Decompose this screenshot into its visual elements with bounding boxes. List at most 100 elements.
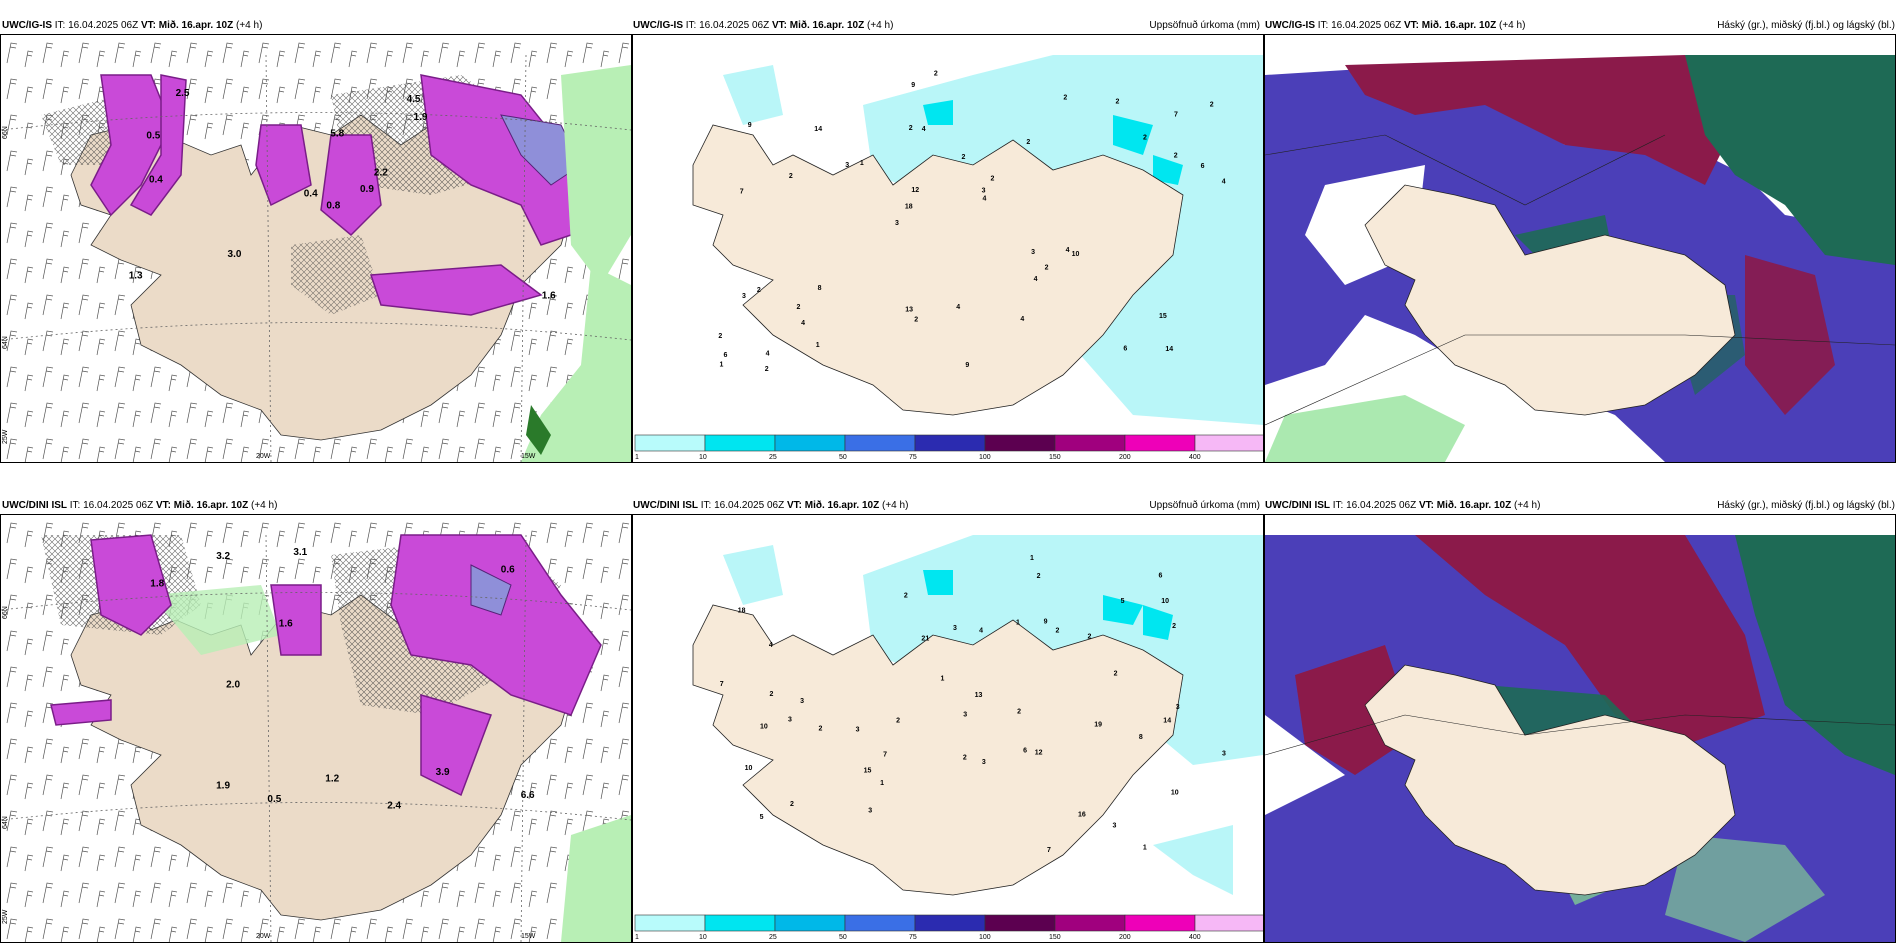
value-label: 14 bbox=[1165, 346, 1173, 353]
value-label: 2 bbox=[961, 154, 965, 161]
value-label: 7 bbox=[1047, 847, 1051, 854]
vt-label: VT: bbox=[786, 500, 802, 511]
value-label: 2 bbox=[797, 304, 801, 311]
colorbar-swatch bbox=[774, 914, 846, 932]
lead-time: (+4 h) bbox=[251, 500, 278, 511]
colorbar-tick: 150 bbox=[1049, 934, 1061, 941]
row-0-precip-title: Uppsöfnuð úrkoma (mm) bbox=[1149, 20, 1260, 31]
value-label: 10 bbox=[745, 765, 753, 772]
value-label: 10 bbox=[760, 723, 768, 730]
model-name: UWC/DINI ISL bbox=[633, 500, 698, 511]
lon-label: 15W bbox=[521, 453, 536, 460]
vt-label: VT: bbox=[140, 20, 156, 31]
value-label: 4 bbox=[769, 642, 773, 649]
value-label: 2 bbox=[1143, 134, 1147, 141]
value-label: 4 bbox=[1020, 316, 1024, 323]
it-value: 16.04.2025 06Z bbox=[1346, 500, 1417, 511]
value-label: 4 bbox=[956, 304, 960, 311]
value-label: 7 bbox=[1174, 112, 1178, 119]
it-value: 16.04.2025 06Z bbox=[83, 500, 154, 511]
vt-value: Mið. 16.apr. 10Z bbox=[173, 500, 249, 511]
row-1-precip-header: UWC/DINI ISL IT: 16.04.2025 06Z VT: Mið.… bbox=[633, 500, 908, 511]
row-1-precip-title: Uppsöfnuð úrkoma (mm) bbox=[1149, 500, 1260, 511]
row-1-precip-panel: 1 10 25 50 75 100 150 200 400 1 3 6 18 10 4 2 3 2 3 2 3 1 2 2 1… bbox=[632, 514, 1264, 943]
it-label: IT: bbox=[1332, 500, 1344, 511]
value-label: 19 bbox=[1094, 721, 1102, 728]
value-label: 3 bbox=[742, 293, 746, 300]
vt-value: Mið. 16.apr. 10Z bbox=[1421, 20, 1497, 31]
value-label: 5 bbox=[1121, 598, 1125, 605]
value-label: 2.4 bbox=[387, 800, 401, 811]
colorbar-swatch bbox=[1194, 434, 1263, 452]
value-label: 13 bbox=[905, 307, 913, 314]
value-label: 2 bbox=[718, 333, 722, 340]
row-1-wind-header: UWC/DINI ISL IT: 16.04.2025 06Z VT: Mið.… bbox=[2, 500, 277, 511]
value-label: 2 bbox=[1088, 634, 1092, 641]
row-1-cloud-title: Háský (gr.), miðský (fj.bl.) og lágský (… bbox=[1717, 500, 1895, 511]
lead-time: (+4 h) bbox=[867, 20, 894, 31]
value-label: 3 bbox=[788, 716, 792, 723]
colorbar-tick: 25 bbox=[769, 934, 777, 941]
vt-label: VT: bbox=[1418, 500, 1434, 511]
it-value: 16.04.2025 06Z bbox=[1331, 20, 1402, 31]
colorbar: 1 10 25 50 75 100 150 200 400 bbox=[634, 434, 1263, 461]
value-label: 4 bbox=[982, 196, 986, 203]
value-label: 2 bbox=[991, 176, 995, 183]
value-label: 2 bbox=[1063, 95, 1067, 102]
colorbar-tick: 400 bbox=[1189, 934, 1201, 941]
value-label: 9 bbox=[748, 122, 752, 129]
value-label: 14 bbox=[814, 126, 822, 133]
value-label: 0.8 bbox=[326, 200, 340, 211]
colorbar-swatch bbox=[1194, 914, 1263, 932]
lon-label: 20W bbox=[256, 453, 271, 460]
value-label: 3.0 bbox=[228, 249, 242, 260]
value-label: 1 bbox=[941, 675, 945, 682]
value-label: 4 bbox=[766, 351, 770, 358]
colorbar-tick: 25 bbox=[769, 454, 777, 461]
value-label: 3 bbox=[1031, 249, 1035, 256]
wind-map: 66N 64N 25W 20W 15W 0.5 2.4 1.9 3.9 3.2 1.8 2.… bbox=[1, 515, 631, 942]
colorbar-swatch bbox=[634, 914, 706, 932]
value-label: 2 bbox=[904, 593, 908, 600]
value-label: 3 bbox=[953, 625, 957, 632]
value-label: 15 bbox=[1159, 313, 1167, 320]
lat-label: 66N bbox=[2, 606, 9, 619]
value-label: 5 bbox=[760, 814, 764, 821]
value-label: 3 bbox=[1176, 704, 1180, 711]
vt-label: VT: bbox=[155, 500, 171, 511]
it-label: IT: bbox=[69, 500, 81, 511]
value-label: 2 bbox=[790, 801, 794, 808]
colorbar-swatch bbox=[1124, 434, 1196, 452]
model-name: UWC/DINI ISL bbox=[2, 500, 67, 511]
value-label: 4 bbox=[979, 627, 983, 634]
precip-map: 1 10 25 50 75 100 150 200 400 147732422212442109… bbox=[633, 35, 1263, 462]
colorbar-swatch bbox=[914, 914, 986, 932]
colorbar-swatch bbox=[1054, 434, 1126, 452]
it-label: IT: bbox=[1317, 20, 1329, 31]
row-1-cloud-panel bbox=[1264, 514, 1896, 943]
value-label: 2 bbox=[934, 71, 938, 78]
value-label: 3 bbox=[800, 698, 804, 705]
row-0-cloud-header: UWC/IG-IS IT: 16.04.2025 06Z VT: Mið. 16… bbox=[1265, 20, 1525, 31]
value-label: 2 bbox=[1037, 573, 1041, 580]
colorbar-tick: 10 bbox=[699, 454, 707, 461]
value-label: 10 bbox=[1161, 598, 1169, 605]
value-label: 0.5 bbox=[267, 794, 281, 805]
value-label: 14 bbox=[1163, 717, 1171, 724]
value-label: 18 bbox=[905, 204, 913, 211]
value-label: 3.1 bbox=[293, 547, 307, 558]
value-label: 2 bbox=[1172, 623, 1176, 630]
lon-label: 15W bbox=[521, 933, 536, 940]
colorbar-swatch bbox=[984, 914, 1056, 932]
colorbar-swatch bbox=[844, 434, 916, 452]
value-label: 3 bbox=[856, 727, 860, 734]
lead-time: (+4 h) bbox=[882, 500, 909, 511]
wind-map: 66N 64N 25W 20W 15W 0.8 0.5 0.4 1.3 2.2 3.0 4.… bbox=[1, 35, 631, 462]
value-label: 1.8 bbox=[150, 578, 164, 589]
it-value: 16.04.2025 06Z bbox=[714, 500, 785, 511]
colorbar-swatch bbox=[844, 914, 916, 932]
value-label: 15 bbox=[864, 767, 872, 774]
value-label: 2 bbox=[963, 754, 967, 761]
value-label: 8 bbox=[818, 285, 822, 292]
value-label: 1 bbox=[860, 160, 864, 167]
